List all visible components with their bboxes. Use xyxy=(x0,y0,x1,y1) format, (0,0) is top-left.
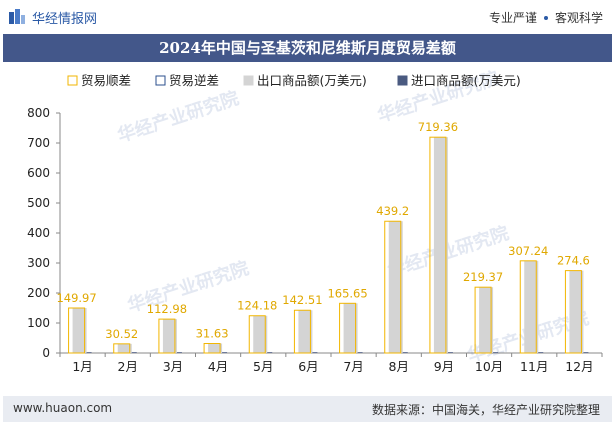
logo: 华经情报网 xyxy=(8,6,97,28)
export-bar xyxy=(524,260,539,353)
x-tick-label: 4月 xyxy=(208,359,228,374)
import-bar xyxy=(538,352,544,353)
y-tick-label: 400 xyxy=(27,226,50,240)
import-bar xyxy=(86,352,92,353)
import-bar xyxy=(402,352,408,353)
import-bar xyxy=(493,352,499,353)
data-label: 165.65 xyxy=(327,286,367,300)
logo-icon xyxy=(9,9,25,24)
surplus-bar xyxy=(474,286,492,354)
import-bar xyxy=(131,352,137,353)
surplus-bar xyxy=(384,220,402,354)
data-label: 112.98 xyxy=(147,302,187,316)
data-label: 439.2 xyxy=(376,204,409,218)
data-label: 219.37 xyxy=(463,270,503,284)
data-label: 31.63 xyxy=(196,327,229,341)
footer-bar: www.huaon.com 数据来源：中国海关，华经产业研究院整理 xyxy=(3,396,612,422)
chart: 华经产业研究院华经产业研究院华经产业研究院华经产业研究院华经产业研究院贸易顺差贸… xyxy=(27,67,603,374)
legend-label: 进口商品额(万美元) xyxy=(411,73,521,88)
export-bar xyxy=(388,221,403,353)
data-label: 142.51 xyxy=(282,293,322,307)
import-bar xyxy=(312,352,318,353)
data-label: 719.36 xyxy=(418,120,458,134)
x-tick-label: 2月 xyxy=(118,359,138,374)
tagline-right: 客观科学 xyxy=(554,11,603,25)
surplus-bar xyxy=(68,307,86,354)
x-tick-label: 5月 xyxy=(253,359,273,374)
legend-swatch xyxy=(67,75,78,86)
x-tick-label: 7月 xyxy=(343,359,363,374)
surplus-bar xyxy=(248,315,266,354)
data-label: 149.97 xyxy=(56,291,96,305)
surplus-bar xyxy=(564,270,582,354)
x-tick-label: 8月 xyxy=(389,359,409,374)
top-bar: 华经情报网 专业严谨 客观科学 xyxy=(0,0,615,34)
y-tick-label: 300 xyxy=(27,256,50,270)
export-bar xyxy=(162,319,177,353)
surplus-bar xyxy=(429,136,447,354)
x-tick-label: 1月 xyxy=(72,359,92,374)
legend-swatch xyxy=(243,75,254,86)
legend-label: 出口商品额(万美元) xyxy=(257,73,367,88)
export-bar xyxy=(433,137,448,353)
footer-website: www.huaon.com xyxy=(13,401,113,415)
legend-label: 贸易逆差 xyxy=(169,73,219,88)
tagline: 专业严谨 客观科学 xyxy=(489,9,603,26)
surplus-bar xyxy=(158,318,176,354)
export-bar xyxy=(72,308,87,353)
y-tick-label: 200 xyxy=(27,286,50,300)
legend-swatch xyxy=(397,75,408,86)
import-bar xyxy=(176,352,182,353)
surplus-bar xyxy=(113,343,131,354)
legend-label: 贸易顺差 xyxy=(81,73,131,88)
watermark-text: 华经产业研究院 xyxy=(115,87,242,147)
x-tick-label: 3月 xyxy=(163,359,183,374)
x-tick-label: 6月 xyxy=(298,359,318,374)
x-tick-label: 10月 xyxy=(475,359,503,374)
y-tick-label: 0 xyxy=(42,346,50,360)
export-bar xyxy=(569,270,584,353)
export-bar xyxy=(208,343,223,353)
x-tick-label: 12月 xyxy=(565,359,593,374)
chart-title: 2024年中国与圣基茨和尼维斯月度贸易差额 xyxy=(159,39,456,57)
import-bar xyxy=(267,352,273,353)
data-label: 30.52 xyxy=(105,327,138,341)
tagline-separator xyxy=(543,15,548,20)
tagline-left: 专业严谨 xyxy=(488,11,537,25)
surplus-bar xyxy=(339,302,357,354)
export-bar xyxy=(479,287,494,353)
data-label: 307.24 xyxy=(508,244,548,258)
export-bar xyxy=(117,343,132,353)
x-tick-label: 11月 xyxy=(520,359,548,374)
watermark-text: 华经产业研究院 xyxy=(125,257,252,317)
data-label: 124.18 xyxy=(237,299,277,313)
export-bar xyxy=(253,315,268,353)
y-tick-label: 700 xyxy=(27,136,50,150)
import-bar xyxy=(222,352,228,353)
surplus-bar xyxy=(293,309,311,354)
surplus-bar xyxy=(519,260,537,354)
logo-text: 华经情报网 xyxy=(32,11,98,27)
legend-swatch xyxy=(155,75,166,86)
import-bar xyxy=(357,352,363,353)
export-bar xyxy=(298,310,313,353)
title-bar: 2024年中国与圣基茨和尼维斯月度贸易差额 xyxy=(3,34,612,62)
footer-source: 数据来源：中国海关，华经产业研究院整理 xyxy=(371,403,600,417)
data-label: 274.6 xyxy=(557,254,590,268)
import-bar xyxy=(583,352,589,353)
import-bar xyxy=(447,352,453,353)
y-tick-label: 600 xyxy=(27,166,50,180)
surplus-bar xyxy=(203,343,221,354)
y-tick-label: 100 xyxy=(27,316,50,330)
export-bar xyxy=(343,303,358,353)
x-tick-label: 9月 xyxy=(434,359,454,374)
y-tick-label: 800 xyxy=(27,106,50,120)
y-tick-label: 500 xyxy=(27,196,50,210)
